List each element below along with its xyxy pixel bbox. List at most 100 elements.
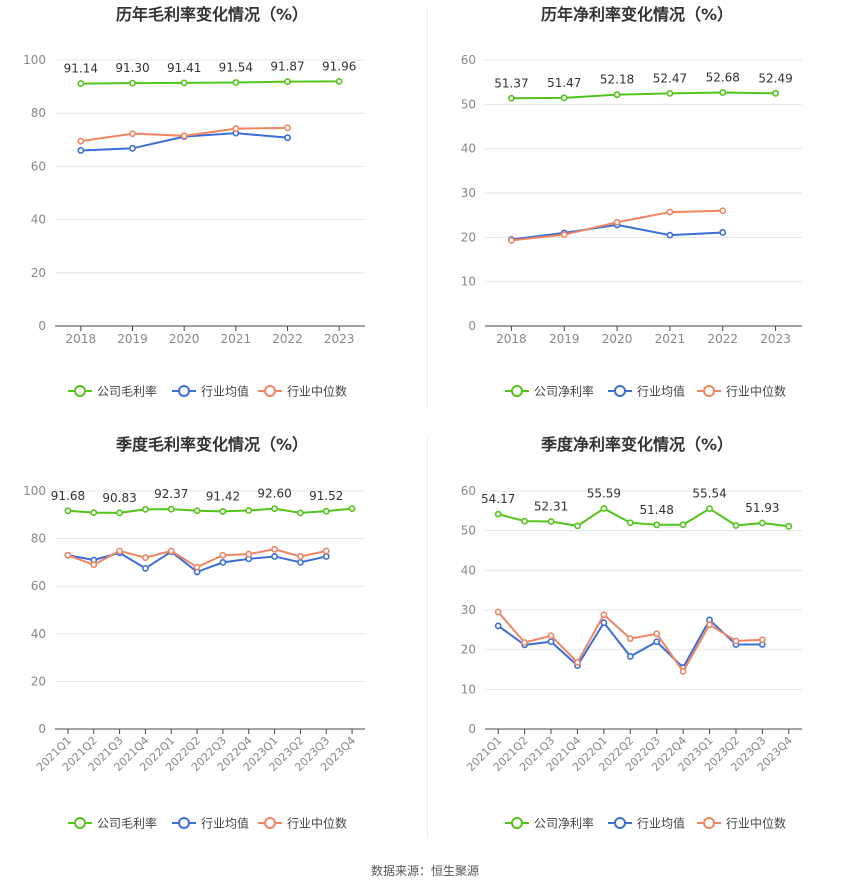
legend-industry-median-marker bbox=[264, 817, 276, 829]
industry-median-series-point bbox=[116, 547, 123, 555]
industry-median-series-point bbox=[706, 621, 713, 629]
industry-median-series-point bbox=[245, 550, 253, 558]
y-tick-label: 20 bbox=[461, 643, 476, 657]
industry-median-series-point bbox=[284, 124, 291, 132]
company-series-point bbox=[494, 510, 502, 518]
data-label: 51.93 bbox=[745, 501, 779, 515]
x-tick-label: 2022 bbox=[707, 332, 738, 346]
x-tick-label: 2018 bbox=[66, 332, 97, 346]
company-series-line bbox=[67, 507, 353, 514]
company-series-point bbox=[574, 522, 581, 530]
industry-median-series-point bbox=[64, 551, 72, 559]
industry-median-series-point bbox=[626, 635, 634, 642]
company-series-point bbox=[613, 91, 621, 99]
industry-median-series-point bbox=[666, 208, 674, 216]
data-label: 52.49 bbox=[758, 71, 792, 85]
company-series-point bbox=[653, 521, 661, 529]
panel-divider-top bbox=[427, 8, 428, 408]
x-tick-label: 2023 bbox=[760, 332, 791, 346]
company-series-point bbox=[785, 522, 793, 530]
x-tick-label: 2019 bbox=[549, 332, 580, 346]
annual-gross-margin-panel: 历年毛利率变化情况（%） 0 20 40 60 80 100 2018 2019 2020 2021… bbox=[0, 0, 425, 420]
company-series-point bbox=[129, 79, 136, 87]
industry-median-series-point bbox=[271, 545, 278, 553]
company-series-point bbox=[322, 507, 330, 515]
chart-title: 季度净利率变化情况（%） bbox=[540, 435, 733, 454]
industry-median-series-point bbox=[508, 237, 515, 244]
industry-avg-series-point bbox=[600, 619, 608, 627]
legend-company-label: 公司净利率 bbox=[534, 816, 594, 831]
industry-median-series-point bbox=[719, 207, 727, 215]
industry-avg-series-point bbox=[547, 638, 555, 646]
legend-company-marker bbox=[74, 817, 86, 829]
legend-industry-avg-marker bbox=[178, 385, 190, 397]
y-tick-label: 60 bbox=[461, 484, 476, 498]
company-series-point bbox=[758, 519, 766, 527]
company-series-point bbox=[142, 505, 149, 513]
company-series-point bbox=[560, 94, 568, 102]
legend-company-marker bbox=[511, 817, 523, 829]
company-series-point bbox=[232, 79, 240, 86]
legend-industry-avg-marker bbox=[614, 817, 626, 829]
data-label: 52.47 bbox=[653, 71, 687, 85]
industry-median-series-point bbox=[77, 137, 85, 145]
company-series-line bbox=[80, 80, 340, 85]
legend-industry-median-label: 行业中位数 bbox=[726, 384, 786, 399]
data-label: 91.52 bbox=[309, 489, 343, 503]
company-series-point bbox=[180, 79, 188, 87]
y-tick-label: 20 bbox=[31, 674, 46, 688]
y-tick-label: 30 bbox=[461, 603, 476, 617]
x-tick-label: 2020 bbox=[602, 332, 633, 346]
industry-median-series-point bbox=[574, 658, 581, 666]
industry-median-series-point bbox=[758, 636, 766, 644]
industry-avg-series-point bbox=[129, 144, 136, 152]
y-tick-label: 20 bbox=[461, 230, 476, 244]
industry-median-series-point bbox=[129, 130, 136, 138]
industry-avg-series-point bbox=[719, 229, 727, 236]
y-tick-label: 100 bbox=[23, 53, 46, 67]
company-series-point bbox=[245, 507, 253, 514]
data-label: 91.30 bbox=[115, 61, 149, 75]
data-label: 55.54 bbox=[692, 487, 726, 501]
y-tick-label: 0 bbox=[38, 319, 46, 333]
data-label: 91.42 bbox=[206, 489, 240, 503]
industry-median-series-point bbox=[560, 231, 568, 239]
y-tick-label: 40 bbox=[461, 142, 476, 156]
y-tick-label: 40 bbox=[31, 627, 46, 641]
company-series-point bbox=[64, 507, 72, 515]
industry-avg-series-line bbox=[497, 618, 763, 670]
industry-median-series-point bbox=[732, 637, 740, 645]
annual-net-margin-chart: 历年净利率变化情况（%） 0 10 20 30 40 50 60 2018 2019 2020 202… bbox=[461, 5, 802, 399]
company-series-point bbox=[626, 519, 634, 527]
data-label: 91.14 bbox=[64, 62, 98, 76]
y-tick-label: 50 bbox=[461, 524, 476, 538]
industry-median-series-point bbox=[219, 551, 227, 559]
y-tick-label: 60 bbox=[461, 53, 476, 67]
data-label: 92.60 bbox=[257, 487, 291, 501]
data-label: 91.41 bbox=[167, 61, 201, 75]
company-series-point bbox=[521, 517, 529, 525]
industry-median-series-point bbox=[180, 132, 188, 140]
industry-avg-series-point bbox=[322, 553, 330, 560]
industry-median-series-point bbox=[90, 561, 98, 569]
legend-industry-avg-label: 行业均值 bbox=[637, 384, 685, 399]
company-series-point bbox=[335, 77, 343, 85]
company-series-point bbox=[666, 89, 674, 97]
data-label: 55.59 bbox=[587, 486, 621, 500]
company-series-point bbox=[167, 505, 175, 513]
industry-median-series-point bbox=[193, 563, 201, 571]
legend-industry-avg-label: 行业均值 bbox=[201, 384, 249, 399]
industry-median-series-point bbox=[232, 125, 240, 133]
industry-median-series-point bbox=[494, 608, 502, 616]
y-tick-label: 0 bbox=[468, 722, 476, 736]
y-tick-label: 80 bbox=[31, 532, 46, 546]
industry-avg-series-point bbox=[271, 553, 278, 560]
data-label: 91.54 bbox=[219, 61, 253, 75]
company-series-point bbox=[77, 80, 85, 87]
industry-median-series-point bbox=[322, 547, 330, 555]
industry-avg-series-point bbox=[77, 147, 85, 154]
annual-gross-margin-chart: 历年毛利率变化情况（%） 0 20 40 60 80 100 2018 2019 2020 2021… bbox=[23, 5, 365, 399]
legend-company-label: 公司净利率 bbox=[534, 384, 594, 399]
company-series-point bbox=[547, 518, 555, 525]
data-label: 54.17 bbox=[481, 492, 515, 506]
